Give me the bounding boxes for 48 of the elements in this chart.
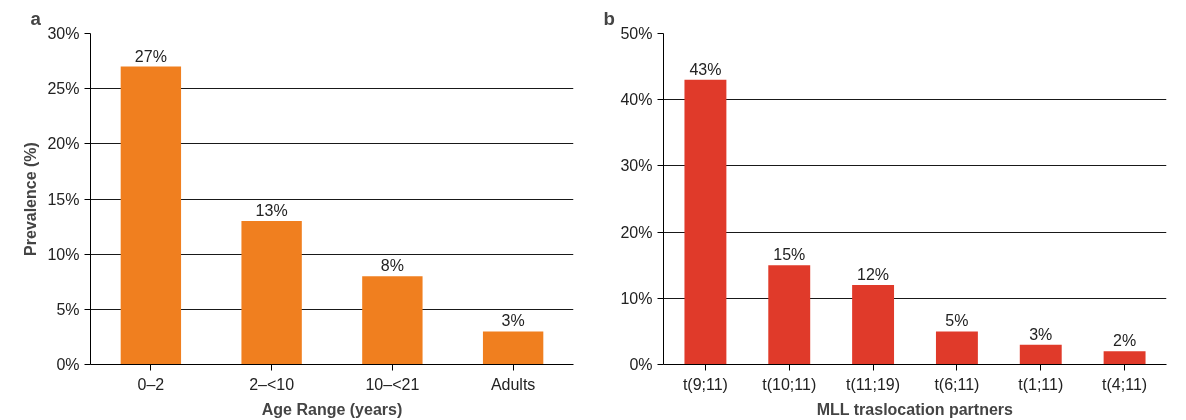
data-label: 3% — [501, 312, 525, 330]
x-tick-label: 0–2 — [137, 375, 165, 393]
bar — [362, 276, 423, 365]
x-tick-label: 2–<10 — [249, 375, 295, 393]
data-label: 3% — [1029, 325, 1053, 343]
y-tick-label: 5% — [56, 300, 80, 318]
data-label: 13% — [255, 202, 288, 220]
x-tick-label: t(10;11) — [762, 375, 817, 393]
y-axis-title: Prevalence (%) — [22, 142, 40, 256]
y-tick-label: 0% — [56, 356, 80, 373]
data-label: 8% — [380, 257, 404, 275]
data-label: 2% — [1113, 332, 1137, 350]
x-tick-label: Adults — [490, 375, 536, 393]
x-tick-label: t(4;11) — [1102, 375, 1148, 393]
bar — [120, 66, 182, 365]
chart-title: b — [603, 7, 615, 29]
x-tick-label: t(11;19) — [846, 375, 901, 393]
data-label: 27% — [134, 47, 167, 65]
data-label: 12% — [857, 266, 890, 284]
chart-title: a — [30, 7, 42, 29]
y-tick-label: 0% — [629, 356, 653, 373]
x-axis-title: MLL traslocation partners — [816, 400, 1014, 418]
x-tick-label: 10–<21 — [365, 375, 420, 393]
bar — [482, 331, 544, 365]
bar — [1019, 344, 1062, 365]
y-tick-label: 30% — [47, 25, 80, 42]
y-tick-label: 10% — [47, 245, 80, 263]
x-axis-title: Age Range (years) — [261, 400, 403, 418]
data-label: 43% — [689, 60, 722, 78]
y-tick-label: 20% — [47, 135, 80, 153]
y-tick-label: 50% — [620, 25, 653, 42]
bar — [241, 221, 302, 365]
bar — [684, 79, 727, 365]
bar — [768, 265, 811, 365]
y-tick-label: 40% — [620, 91, 653, 109]
y-tick-label: 10% — [620, 289, 653, 307]
y-tick-label: 25% — [47, 80, 80, 98]
bar — [935, 331, 978, 365]
y-tick-label: 20% — [620, 223, 653, 241]
bar — [1103, 351, 1146, 365]
data-label: 15% — [773, 246, 806, 264]
x-tick-label: t(9;11) — [682, 375, 728, 393]
bar — [852, 285, 895, 365]
x-tick-label: t(6;11) — [934, 375, 980, 393]
x-tick-label: t(1;11) — [1018, 375, 1064, 393]
data-label: 5% — [945, 312, 969, 330]
y-tick-label: 30% — [620, 157, 653, 175]
y-tick-label: 15% — [47, 190, 80, 208]
